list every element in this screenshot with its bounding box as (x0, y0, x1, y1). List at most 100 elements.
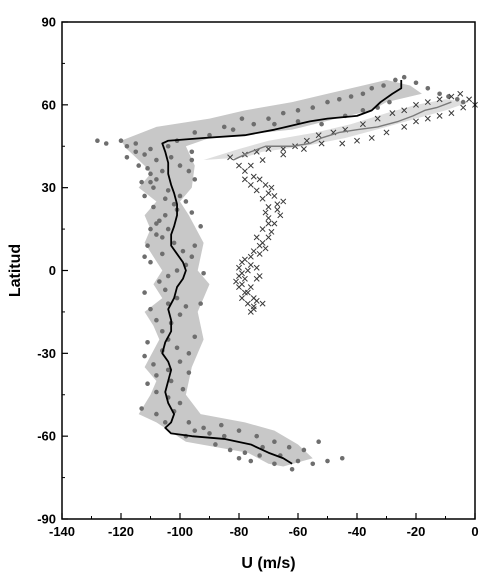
dot-point (348, 94, 354, 99)
dot-point (189, 157, 195, 163)
dot-point (177, 359, 183, 364)
dot-point (142, 152, 147, 157)
cross-point (413, 101, 419, 108)
dot-point (165, 273, 171, 279)
dot-point (248, 458, 254, 464)
cross-point (265, 220, 272, 227)
dot-point (213, 442, 218, 447)
dot-point (272, 121, 277, 127)
cross-point (256, 250, 263, 257)
y-tick-label: -90 (37, 512, 56, 527)
dot-point (162, 287, 168, 293)
cross-point (253, 234, 260, 241)
dot-point (316, 439, 321, 444)
dot-point (272, 461, 277, 467)
dot-point (142, 254, 147, 259)
dot-point (360, 91, 366, 97)
dot-point (103, 141, 109, 146)
dot-point (272, 439, 277, 444)
dot-point (360, 108, 366, 113)
dot-point (192, 243, 198, 248)
dot-point (148, 179, 153, 185)
cross-point (265, 190, 272, 197)
dot-point (148, 146, 153, 152)
dot-point (160, 235, 165, 240)
dot-point (254, 433, 259, 439)
cross-point (457, 90, 464, 97)
cross-point (339, 140, 346, 147)
dot-point (289, 467, 295, 472)
dot-point (192, 177, 198, 182)
dot-point (151, 185, 156, 190)
dot-point (180, 248, 186, 254)
cross-point (436, 96, 443, 103)
x-tick-label: -20 (407, 524, 426, 539)
dot-point (133, 149, 139, 155)
dot-point (154, 221, 159, 226)
cross-point (247, 181, 254, 188)
cross-point (277, 212, 284, 219)
cross-point (271, 192, 278, 199)
dot-point (337, 97, 342, 102)
dot-point (198, 301, 203, 306)
cross-point (368, 135, 375, 141)
dot-point (136, 163, 141, 168)
y-axis-ticks: -90 -60 -30 0 30 60 90 (37, 15, 68, 527)
dot-point (177, 163, 183, 168)
dot-point (251, 121, 257, 127)
dot-point (165, 143, 171, 149)
dot-point (387, 99, 392, 105)
cross-point (315, 132, 322, 139)
cross-point (247, 284, 254, 291)
cross-point (354, 137, 360, 144)
cross-point (374, 115, 381, 122)
dot-point (148, 226, 153, 232)
dot-point (148, 306, 153, 312)
dot-point (455, 97, 460, 102)
dot-point (124, 154, 130, 160)
dot-point (192, 130, 198, 135)
cross-point (448, 110, 455, 117)
dot-point (295, 108, 301, 113)
dot-point (301, 447, 307, 453)
dot-point (162, 420, 168, 425)
dot-point (189, 149, 195, 155)
dot-point (165, 367, 171, 373)
dot-point (148, 259, 153, 265)
dot-point (151, 362, 156, 367)
dot-point (192, 334, 198, 340)
dot-point (325, 458, 330, 464)
y-tick-label: 90 (42, 15, 56, 30)
dot-point (180, 386, 186, 392)
dot-point (310, 105, 316, 110)
x-tick-label: 0 (471, 524, 478, 539)
dot-point (325, 99, 330, 105)
dot-point (219, 422, 224, 428)
dot-point (186, 168, 192, 174)
dot-point (201, 270, 206, 276)
dot-point (151, 204, 156, 210)
dot-point (266, 116, 271, 121)
x-tick-label: -100 (167, 524, 193, 539)
dot-point (118, 138, 124, 144)
cross-point (241, 289, 248, 296)
dot-point (177, 193, 183, 199)
dot-point (183, 304, 189, 309)
cross-point (262, 209, 269, 216)
dot-point (239, 116, 245, 121)
cross-point (389, 110, 396, 117)
cross-point (460, 104, 467, 111)
dot-point (286, 444, 292, 450)
dot-point (160, 328, 165, 334)
dot-point (230, 127, 236, 132)
cross-point (247, 253, 254, 260)
cross-point (241, 256, 248, 263)
dot-point (145, 381, 150, 387)
y-tick-label: 60 (42, 97, 56, 112)
x-tick-label: -140 (49, 524, 75, 539)
cross-point (250, 306, 257, 313)
cross-point (300, 146, 307, 152)
cross-point (262, 245, 269, 252)
dot-point (162, 196, 168, 202)
